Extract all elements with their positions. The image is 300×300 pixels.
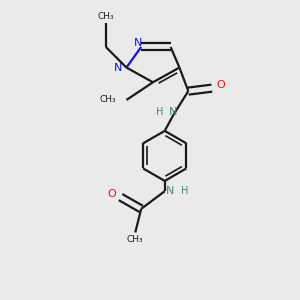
Text: H: H: [181, 186, 188, 196]
Text: H: H: [156, 107, 163, 117]
Text: O: O: [107, 189, 116, 199]
Text: N: N: [169, 107, 178, 117]
Text: O: O: [216, 80, 225, 90]
Text: N: N: [134, 38, 142, 47]
Text: CH₃: CH₃: [127, 235, 144, 244]
Text: CH₃: CH₃: [98, 11, 114, 20]
Text: N: N: [166, 186, 175, 196]
Text: N: N: [114, 63, 122, 73]
Text: CH₃: CH₃: [100, 95, 116, 104]
